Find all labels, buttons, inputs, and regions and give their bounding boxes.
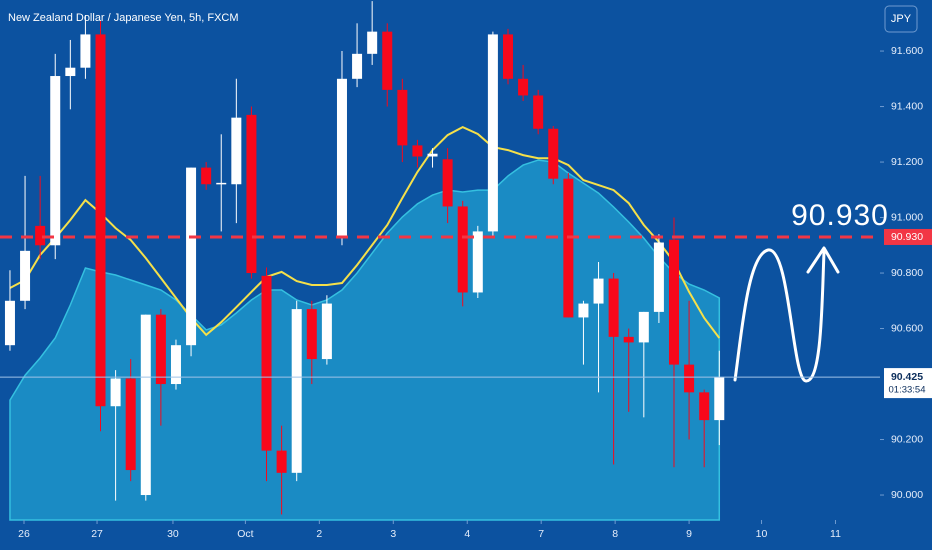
- x-tick-label: 3: [390, 528, 396, 540]
- candle-body: [186, 167, 197, 346]
- candle-body: [367, 31, 378, 54]
- candle-body: [352, 53, 363, 79]
- y-tick-label: 91.400: [891, 100, 923, 112]
- arrow-head: [806, 246, 840, 274]
- y-tick-label: 91.000: [891, 211, 923, 223]
- candle-body: [231, 117, 242, 185]
- candle-body: [714, 377, 725, 421]
- x-tick-label: Oct: [237, 528, 253, 540]
- indicator-area: [9, 159, 721, 521]
- candle-body: [578, 303, 589, 318]
- candle-body: [548, 128, 559, 179]
- candle-body: [246, 114, 257, 274]
- x-tick-label: 4: [464, 528, 470, 540]
- currency-button[interactable]: [884, 5, 918, 33]
- candle-body: [125, 378, 136, 471]
- candle-body: [623, 336, 634, 343]
- x-tick-label: 10: [756, 528, 768, 540]
- candle-body: [95, 34, 106, 407]
- candle-body: [533, 95, 544, 129]
- candle-body: [487, 34, 498, 232]
- x-tick-label: 26: [18, 528, 30, 540]
- candle-body: [50, 76, 61, 246]
- candle-body: [170, 345, 181, 385]
- price-label-box: [884, 368, 932, 399]
- candle-body: [699, 392, 710, 421]
- y-tick-label: 90.000: [891, 489, 923, 501]
- candle-body: [412, 145, 423, 157]
- y-tick-label: 91.200: [891, 156, 923, 168]
- candle-body: [518, 78, 529, 96]
- candle-body: [110, 378, 121, 407]
- candle-body: [216, 182, 227, 185]
- level-label-box: [884, 228, 932, 245]
- x-tick-label: 7: [538, 528, 544, 540]
- candle-body: [80, 34, 91, 68]
- y-tick-label: 90.200: [891, 433, 923, 445]
- candle-body: [4, 300, 15, 346]
- price-label: 90.425: [891, 371, 923, 383]
- candle-body: [261, 275, 272, 451]
- currency-label[interactable]: JPY: [891, 13, 912, 25]
- x-tick-label: 8: [612, 528, 618, 540]
- candle-body: [65, 67, 76, 77]
- candle-body: [276, 450, 287, 473]
- candle-body: [457, 206, 468, 293]
- candle-body: [140, 314, 151, 496]
- y-tick-label: 91.600: [891, 45, 923, 57]
- x-tick-label: 27: [91, 528, 103, 540]
- candle-body: [35, 225, 46, 246]
- x-tick-label: 30: [167, 528, 179, 540]
- x-tick-label: 2: [316, 528, 322, 540]
- y-tick-label: 90.600: [891, 322, 923, 334]
- candle-body: [427, 153, 438, 157]
- candle-body: [593, 278, 604, 304]
- candle-body: [201, 167, 212, 185]
- candle-body: [336, 78, 347, 237]
- price-timer: 01:33:54: [889, 385, 926, 396]
- level-label: 90.930: [891, 231, 923, 243]
- candle-body: [20, 250, 31, 301]
- candle-body: [684, 364, 695, 393]
- plot-area: [4, 1, 725, 521]
- candle-body: [563, 178, 574, 318]
- candle-body: [442, 159, 453, 207]
- candle-body: [321, 303, 332, 360]
- candle-body: [155, 314, 166, 385]
- hand-drawn-wave: [733, 248, 826, 383]
- candle-body: [397, 89, 408, 146]
- candle-body: [653, 242, 664, 312]
- candle-body: [668, 239, 679, 365]
- candle-body: [472, 231, 483, 293]
- candle-body: [291, 309, 302, 473]
- chart-title: New Zealand Dollar / Japanese Yen, 5h, F…: [8, 12, 239, 24]
- candle-body: [382, 31, 393, 90]
- x-tick-label: 11: [830, 528, 841, 540]
- x-tick-label: 9: [686, 528, 692, 540]
- y-tick-label: 90.800: [891, 267, 923, 279]
- target-annotation: 90.930: [791, 199, 889, 232]
- candle-body: [502, 34, 513, 79]
- candle-body: [608, 278, 619, 337]
- candle-body: [638, 311, 649, 343]
- candle-body: [306, 309, 317, 360]
